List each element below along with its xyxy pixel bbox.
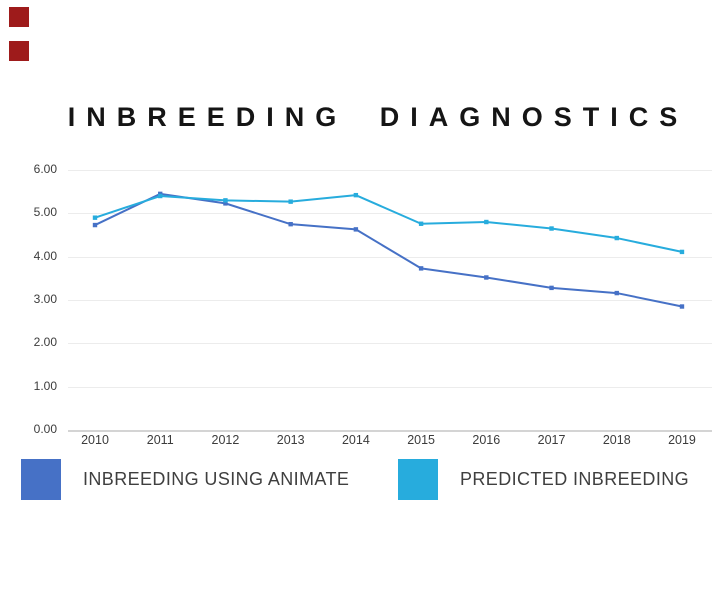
x-axis-tick-label: 2012: [211, 433, 240, 447]
gridline: [68, 430, 712, 432]
data-point-marker: [484, 219, 489, 225]
x-axis-tick-label: 2015: [407, 433, 435, 447]
y-axis-tick-label: 4.00: [33, 248, 57, 263]
red-square-placeholder-2-icon: [9, 41, 29, 61]
y-axis-tick-label: 2.00: [33, 335, 57, 350]
data-point-marker: [92, 222, 98, 228]
series-line-1: [94, 194, 683, 253]
y-axis-tick-label: 3.00: [33, 292, 57, 306]
data-point-marker: [614, 290, 619, 296]
red-square-placeholder-1-icon: [9, 7, 29, 27]
y-axis-tick-label: 6.00: [33, 162, 57, 177]
data-point-marker: [353, 192, 359, 198]
data-point-marker: [484, 275, 489, 280]
chart-title: INBREEDING DIAGNOSTICS: [67, 102, 689, 132]
gridline: [68, 300, 712, 301]
data-point-marker: [288, 221, 293, 227]
data-point-marker: [158, 191, 163, 197]
data-point-marker: [288, 199, 293, 204]
x-axis-tick-label: 2014: [341, 433, 370, 447]
data-point-marker: [353, 227, 359, 232]
x-axis-tick-label: 2013: [276, 433, 305, 447]
gridline: [68, 170, 712, 172]
x-axis-tick-label: 2010: [81, 433, 109, 447]
data-point-marker: [679, 304, 685, 309]
y-axis-tick-label: 0.00: [33, 422, 57, 436]
legend-item-predicted-inbreeding: PREDICTED INBREEDING: [398, 459, 689, 500]
data-point-marker: [549, 226, 554, 231]
data-point-marker: [223, 201, 228, 206]
gridline: [68, 213, 712, 215]
data-point-marker: [92, 215, 98, 220]
legend-label-inbreeding-using-animate: INBREEDING USING ANIMATE: [83, 469, 350, 489]
x-axis-tick-label: 2017: [537, 433, 566, 447]
x-axis-tick-label: 2016: [472, 433, 501, 447]
data-point-marker: [418, 221, 424, 226]
y-axis-tick-label: 5.00: [33, 205, 57, 220]
data-point-marker: [223, 198, 228, 203]
data-point-marker: [549, 285, 554, 291]
x-axis-tick-label: 2018: [602, 433, 631, 447]
y-axis-tick-label: 1.00: [33, 378, 57, 393]
x-axis-tick-label: 2011: [146, 433, 174, 447]
data-point-marker: [614, 235, 619, 241]
data-point-marker: [418, 266, 424, 271]
legend-swatch-cyan: [398, 459, 438, 500]
legend-label-predicted-inbreeding: PREDICTED INBREEDING: [460, 469, 690, 489]
gridline: [68, 256, 712, 258]
legend-swatch-blue: [21, 459, 61, 500]
data-point-marker: [679, 249, 685, 255]
series-line-0: [94, 192, 683, 308]
legend-item-inbreeding-using-animate: INBREEDING USING ANIMATE: [21, 459, 349, 500]
gridline: [68, 343, 712, 345]
x-axis-tick-label: 2019: [668, 433, 696, 447]
gridline: [68, 386, 712, 388]
data-point-marker: [158, 193, 163, 199]
